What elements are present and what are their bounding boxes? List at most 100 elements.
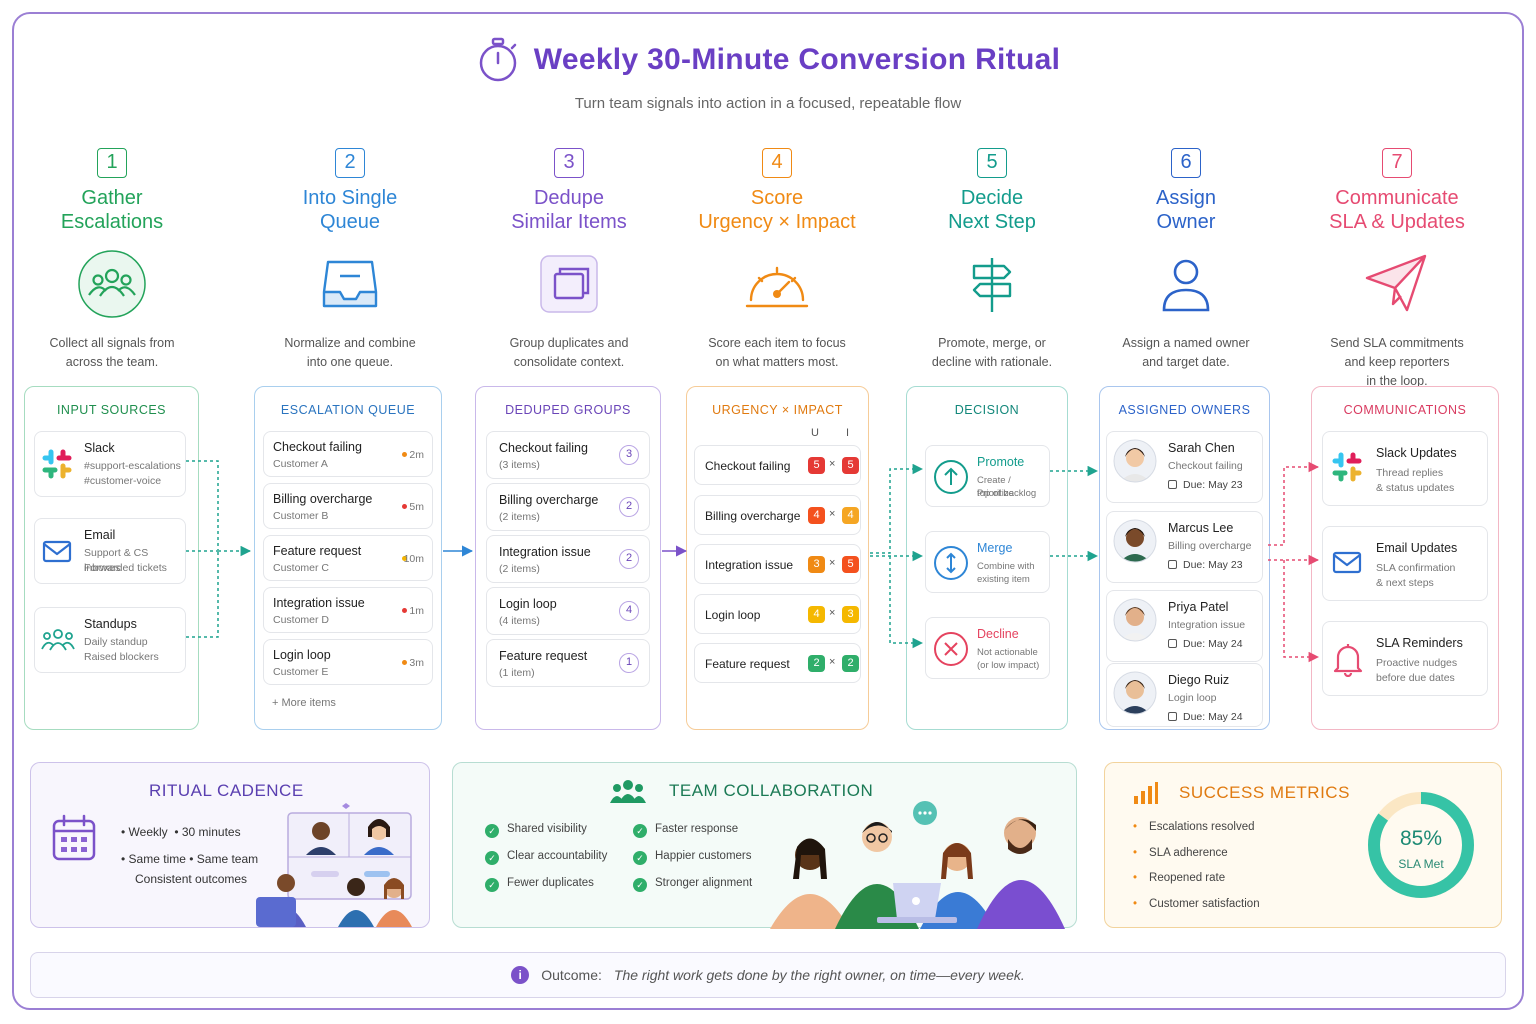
input-source-slack[interactable]: Slack #support-escalations #customer-voice xyxy=(34,431,186,497)
multiply-sign: × xyxy=(829,458,836,470)
queue-item-title: Integration issue xyxy=(273,596,365,610)
decision-decline[interactable]: Decline Not actionable (or low impact) xyxy=(925,617,1050,679)
email-updates-card[interactable]: Email Updates SLA confirmation & next step… xyxy=(1322,526,1488,601)
source-detail-2: Forwarded tickets xyxy=(84,562,167,574)
bullet-icon: • xyxy=(1133,846,1138,859)
group-size: (1 item) xyxy=(499,667,535,679)
urgency-score: 3 xyxy=(808,556,825,573)
slack-updates-card[interactable]: Slack Updates Thread replies & status upda… xyxy=(1322,431,1488,506)
step-title: Decide Next Step xyxy=(948,187,1036,233)
scoring-column: URGENCY × IMPACT U I Checkout failing 5 × 5… xyxy=(686,386,869,730)
inbox-icon xyxy=(314,248,386,320)
group-count-badge: 2 xyxy=(619,497,639,517)
step-description: Assign a named owner and target date. xyxy=(1122,336,1250,369)
benefit-item: ✓ Stronger alignment xyxy=(633,877,752,892)
input-source-email[interactable]: Email Support & CS inboxes Forwarded ticke… xyxy=(34,518,186,584)
comm-detail-1: Proactive nudges xyxy=(1376,657,1458,669)
queue-header: ESCALATION QUEUE xyxy=(280,403,416,417)
x-circle-icon xyxy=(933,631,969,672)
group-count-badge: 3 xyxy=(619,445,639,465)
metrics-title: SUCCESS METRICS xyxy=(1179,783,1350,802)
sla-reminders-card[interactable]: SLA Reminders Proactive nudges before due … xyxy=(1322,621,1488,696)
arrow-up-icon xyxy=(933,459,969,500)
metric-item: • Escalations resolved xyxy=(1133,821,1255,833)
step-description: Send SLA commitments and keep reporters … xyxy=(1330,336,1464,388)
queue-item-customer: Customer A xyxy=(273,458,328,470)
input-source-standups[interactable]: Standups Daily standup Raised blockers xyxy=(34,607,186,673)
step-description: Promote, merge, or decline with rational… xyxy=(931,336,1053,369)
comm-title: SLA Reminders xyxy=(1376,636,1463,650)
deduped-group[interactable]: Feature request (1 item) 1 xyxy=(486,639,650,687)
owner-name: Priya Patel xyxy=(1168,600,1229,614)
multiply-sign: × xyxy=(829,507,836,520)
queue-item-customer: Customer B xyxy=(273,510,329,522)
calendar-icon xyxy=(52,814,96,861)
title-area: Weekly 30-Minute Conversion Ritual xyxy=(0,36,1536,89)
person-icon xyxy=(1150,248,1222,320)
scored-item[interactable]: Checkout failing 5 × 5 xyxy=(694,445,861,485)
paper-plane-icon xyxy=(1361,248,1433,320)
step-number: 6 xyxy=(1171,148,1201,178)
deduped-group[interactable]: Billing overcharge (2 items) 2 xyxy=(486,483,650,531)
step-description: Collect all signals from across the team… xyxy=(49,336,175,369)
group-size: (3 items) xyxy=(499,459,540,471)
signpost-icon xyxy=(956,248,1028,320)
owners-header: ASSIGNED OWNERS xyxy=(1118,403,1251,417)
priority-dot xyxy=(402,608,407,613)
page-subtitle: Turn team signals into action in a focus… xyxy=(574,95,962,112)
comm-title: Email Updates xyxy=(1376,541,1458,555)
owner-card[interactable]: Marcus Lee Billing overcharge Due: May 23 xyxy=(1106,511,1263,583)
metric-item: • Reopened rate xyxy=(1133,872,1225,884)
more-items-link[interactable]: + More items xyxy=(272,697,336,709)
group-count-badge: 1 xyxy=(619,653,639,673)
metric-item: • SLA adherence xyxy=(1133,847,1228,859)
step-number: 4 xyxy=(762,148,792,178)
benefit-item: ✓ Clear accountability xyxy=(485,850,607,865)
page-title: Weekly 30-Minute Conversion Ritual xyxy=(476,36,1060,84)
queue-item[interactable]: Login loop Customer E 3m xyxy=(263,639,433,685)
calendar-icon xyxy=(1168,639,1177,648)
video-meeting-illustration xyxy=(256,803,412,927)
mail-icon xyxy=(1331,546,1363,583)
owner-name: Sarah Chen xyxy=(1168,441,1235,455)
deduped-group[interactable]: Checkout failing (3 items) 3 xyxy=(486,431,650,479)
decision-column: DECISION Promote Create / Prioritize top o… xyxy=(906,386,1068,730)
owners-column: ASSIGNED OWNERS Sarah Chen Checkout faili… xyxy=(1099,386,1270,730)
benefit-text: Fewer duplicates xyxy=(507,877,594,889)
decision-promote[interactable]: Promote Create / Prioritize top of backlog xyxy=(925,445,1050,507)
info-icon: i xyxy=(511,966,530,984)
scored-item[interactable]: Feature request 2 × 2 xyxy=(694,643,861,683)
scored-item[interactable]: Billing overcharge 4 × 4 xyxy=(694,494,861,535)
step-number: 5 xyxy=(977,148,1007,178)
decision-merge[interactable]: Merge Combine with existing item xyxy=(925,531,1050,593)
priority-dot xyxy=(402,556,407,561)
queue-item-title: Checkout failing xyxy=(273,440,362,454)
group-count-badge: 2 xyxy=(619,549,639,569)
step-5: 5 Decide Next Step Promote, merge, or decl… xyxy=(892,148,1092,372)
group-title: Feature request xyxy=(499,649,588,663)
donut-label: SLA Met xyxy=(1398,857,1444,871)
source-detail-2: #customer-voice xyxy=(84,475,162,487)
queue-item[interactable]: Integration issue Customer D 1m xyxy=(263,587,433,633)
due-date-text: Due: May 24 xyxy=(1183,711,1243,723)
page-frame xyxy=(12,12,1524,1010)
scored-item[interactable]: Integration issue 3 × 5 xyxy=(694,544,861,584)
deduped-group[interactable]: Integration issue (2 items) 2 xyxy=(486,535,650,583)
owner-card[interactable]: Sarah Chen Checkout failing Due: May 23 xyxy=(1106,431,1263,503)
queue-item-title: Feature request xyxy=(273,544,362,558)
owner-card[interactable]: Priya Patel Integration issue Due: May 24 xyxy=(1106,590,1263,662)
urgency-score: 4 xyxy=(808,506,825,524)
check-icon: ✓ xyxy=(485,878,499,892)
decision-detail-1: Not actionable xyxy=(977,647,1038,658)
source-detail-2: Raised blockers xyxy=(84,651,159,663)
scored-item-title: Checkout failing xyxy=(705,459,791,473)
team-collaboration-panel: TEAM COLLABORATION ✓ Shared visibility ✓ Cl… xyxy=(452,762,1077,929)
due-date-text: Due: May 23 xyxy=(1183,479,1243,491)
impact-score: 3 xyxy=(842,605,859,623)
queue-item[interactable]: Feature request Customer C 10m xyxy=(263,535,433,581)
scored-item[interactable]: Login loop 4 × 3 xyxy=(694,593,861,634)
owner-card[interactable]: Diego Ruiz Login loop Due: May 24 xyxy=(1106,663,1263,727)
deduped-group[interactable]: Login loop (4 items) 4 xyxy=(486,587,650,635)
queue-item[interactable]: Checkout failing Customer A 2m xyxy=(263,431,433,477)
queue-item[interactable]: Billing overcharge Customer B 5m xyxy=(263,483,433,529)
